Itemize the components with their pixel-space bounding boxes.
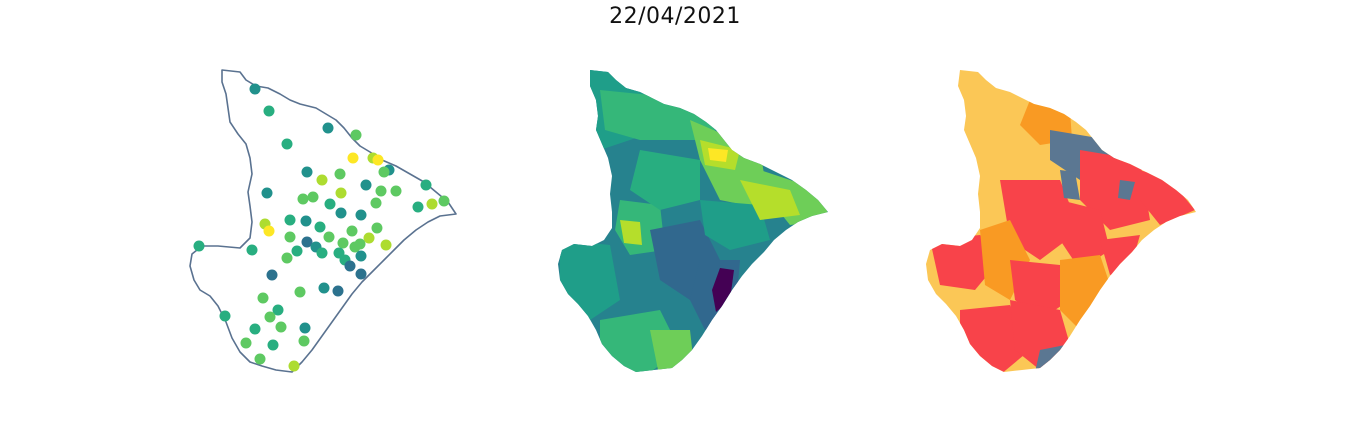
station-point — [335, 207, 347, 219]
station-point — [298, 335, 310, 347]
station-point — [324, 198, 336, 210]
state-outline — [189, 69, 457, 373]
station-point — [267, 339, 279, 351]
station-point — [334, 168, 346, 180]
station-point — [307, 191, 319, 203]
station-point — [372, 154, 384, 166]
station-point — [294, 286, 306, 298]
station-point — [337, 237, 349, 249]
station-point — [375, 185, 387, 197]
station-point — [355, 268, 367, 280]
station-point — [371, 222, 383, 234]
station-point — [380, 239, 392, 251]
station-point — [301, 166, 313, 178]
station-point — [314, 221, 326, 233]
station-point — [316, 174, 328, 186]
station-point — [246, 244, 258, 256]
station-point — [264, 311, 276, 323]
station-point — [219, 310, 231, 322]
station-point — [412, 201, 424, 213]
station-point — [378, 166, 390, 178]
station-point — [261, 187, 273, 199]
station-point — [284, 231, 296, 243]
station-point — [390, 185, 402, 197]
station-point — [275, 321, 287, 333]
station-point — [318, 282, 330, 294]
station-point — [355, 209, 367, 221]
station-point — [322, 122, 334, 134]
station-point — [299, 322, 311, 334]
station-point — [323, 231, 335, 243]
station-point — [284, 214, 296, 226]
station-point — [335, 187, 347, 199]
station-point — [266, 269, 278, 281]
station-point — [193, 240, 205, 252]
station-point — [281, 138, 293, 150]
station-point — [438, 195, 450, 207]
station-point — [347, 152, 359, 164]
station-point — [249, 83, 261, 95]
station-point — [297, 193, 309, 205]
station-point — [316, 247, 328, 259]
station-point — [254, 353, 266, 365]
station-point — [281, 252, 293, 264]
station-point — [240, 337, 252, 349]
station-point — [332, 285, 344, 297]
station-point — [344, 260, 356, 272]
station-point — [288, 360, 300, 372]
station-point — [370, 197, 382, 209]
station-point — [420, 179, 432, 191]
station-point — [249, 323, 261, 335]
station-point — [426, 198, 438, 210]
station-point — [263, 105, 275, 117]
station-point — [272, 304, 284, 316]
classified-municipalities — [926, 70, 1196, 372]
station-point — [300, 215, 312, 227]
station-point — [291, 245, 303, 257]
station-point — [360, 179, 372, 191]
station-point — [350, 129, 362, 141]
station-point — [301, 236, 313, 248]
station-point — [354, 238, 366, 250]
station-point — [346, 225, 358, 237]
station-point — [257, 292, 269, 304]
station-point — [263, 225, 275, 237]
station-points — [193, 83, 450, 372]
station-point — [363, 232, 375, 244]
figure-title: 22/04/2021 — [609, 4, 741, 29]
station-point — [355, 250, 367, 262]
